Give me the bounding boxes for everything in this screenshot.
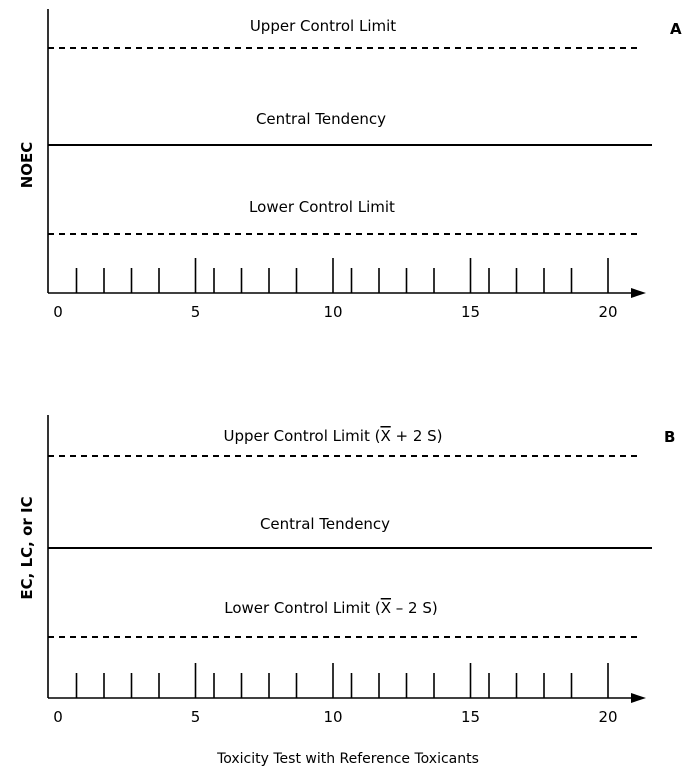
panel-a: A NOEC Upper Control Limit Central Tende… [18, 9, 682, 321]
panel-b-ucl-label-prefix: Upper Control Limit ( [223, 427, 380, 445]
panel-a-tick-label-10: 10 [323, 303, 342, 321]
panel-a-letter: A [670, 20, 682, 38]
panel-b-central-tendency-label: Central Tendency [260, 515, 390, 533]
panel-b-tick-labels: 0 5 10 15 20 [53, 708, 617, 726]
panel-b-lcl-xbar-symbol: X [381, 599, 391, 617]
panel-b: B EC, LC, or IC Upper Control Limit (X +… [18, 415, 675, 767]
panel-b-lcl-label-prefix: Lower Control Limit ( [224, 599, 381, 617]
panel-a-lower-control-limit-label: Lower Control Limit [249, 198, 395, 216]
panel-a-tick-label-20: 20 [598, 303, 617, 321]
panel-a-tick-label-0: 0 [53, 303, 63, 321]
panel-b-letter: B [664, 428, 675, 446]
panel-b-tick-label-0: 0 [53, 708, 63, 726]
panel-b-upper-control-limit-label: Upper Control Limit (X + 2 S) [223, 427, 442, 445]
panel-b-lcl-label-suffix: – 2 S) [391, 599, 438, 617]
panel-a-y-axis-title: NOEC [18, 142, 36, 189]
panel-b-x-axis-title: Toxicity Test with Reference Toxicants [216, 751, 479, 767]
panel-a-tick-labels: 0 5 10 15 20 [53, 303, 617, 321]
panel-b-tick-label-15: 15 [461, 708, 480, 726]
panel-b-ucl-xbar-symbol: X [380, 427, 390, 445]
panel-b-tick-marks [75, 663, 609, 698]
panel-a-tick-label-5: 5 [191, 303, 201, 321]
panel-b-ucl-label-suffix: + 2 S) [391, 427, 443, 445]
panel-a-central-tendency-label: Central Tendency [256, 110, 386, 128]
panel-a-upper-control-limit-label: Upper Control Limit [250, 17, 396, 35]
panel-b-tick-label-20: 20 [598, 708, 617, 726]
panel-b-x-axis-arrowhead [631, 693, 646, 703]
panel-b-y-axis-title: EC, LC, or IC [18, 496, 36, 599]
panel-a-tick-marks [75, 258, 609, 293]
panel-a-tick-label-15: 15 [461, 303, 480, 321]
panel-b-lower-control-limit-label: Lower Control Limit (X – 2 S) [224, 599, 438, 617]
panel-b-tick-label-10: 10 [323, 708, 342, 726]
panel-b-tick-label-5: 5 [191, 708, 201, 726]
panel-a-x-axis-arrowhead [631, 288, 646, 298]
